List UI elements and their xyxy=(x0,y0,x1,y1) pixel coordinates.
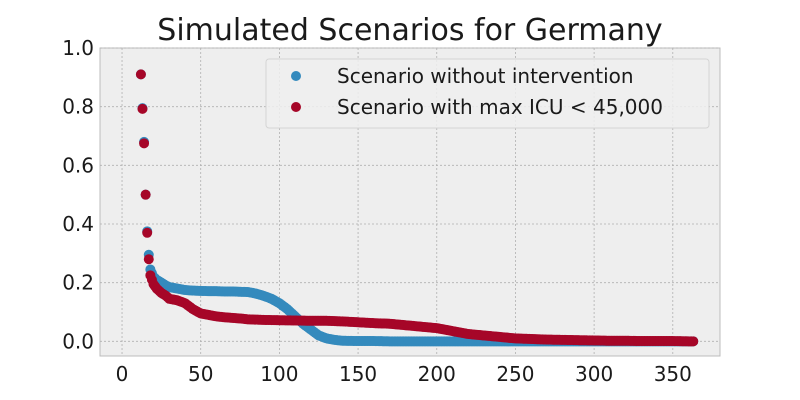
y-axis: 0.0 0.2 0.4 0.6 0.8 1.0 xyxy=(62,36,94,353)
data-point xyxy=(688,336,699,347)
data-point xyxy=(143,254,154,265)
data-point xyxy=(140,189,151,200)
x-tick-label: 50 xyxy=(188,362,213,386)
data-point xyxy=(142,227,153,238)
data-point xyxy=(137,103,148,114)
y-tick-label: 0.6 xyxy=(62,153,94,177)
legend-marker-series-0 xyxy=(291,71,301,81)
x-tick-label: 250 xyxy=(496,362,534,386)
x-axis: 0 50 100 150 200 250 300 350 xyxy=(116,362,692,386)
x-tick-label: 150 xyxy=(339,362,377,386)
y-tick-label: 1.0 xyxy=(62,36,94,60)
x-tick-label: 100 xyxy=(260,362,298,386)
data-point xyxy=(139,138,150,149)
legend-label-series-1: Scenario with max ICU < 45,000 xyxy=(337,95,663,119)
x-tick-label: 200 xyxy=(418,362,456,386)
series-layer xyxy=(135,69,699,347)
x-tick-label: 300 xyxy=(575,362,613,386)
x-tick-label: 350 xyxy=(654,362,692,386)
legend: Scenario without intervention Scenario w… xyxy=(265,58,710,129)
legend-label-series-0: Scenario without intervention xyxy=(337,64,634,88)
y-tick-label: 0.2 xyxy=(62,271,94,295)
y-tick-label: 0.4 xyxy=(62,212,94,236)
series-1 xyxy=(135,69,699,347)
legend-marker-series-1 xyxy=(291,102,301,112)
y-tick-label: 0.8 xyxy=(62,95,94,119)
x-tick-label: 0 xyxy=(116,362,129,386)
data-point xyxy=(135,69,146,80)
chart-title: Simulated Scenarios for Germany xyxy=(157,13,662,48)
y-tick-label: 0.0 xyxy=(62,329,94,353)
legend-box xyxy=(265,58,710,129)
